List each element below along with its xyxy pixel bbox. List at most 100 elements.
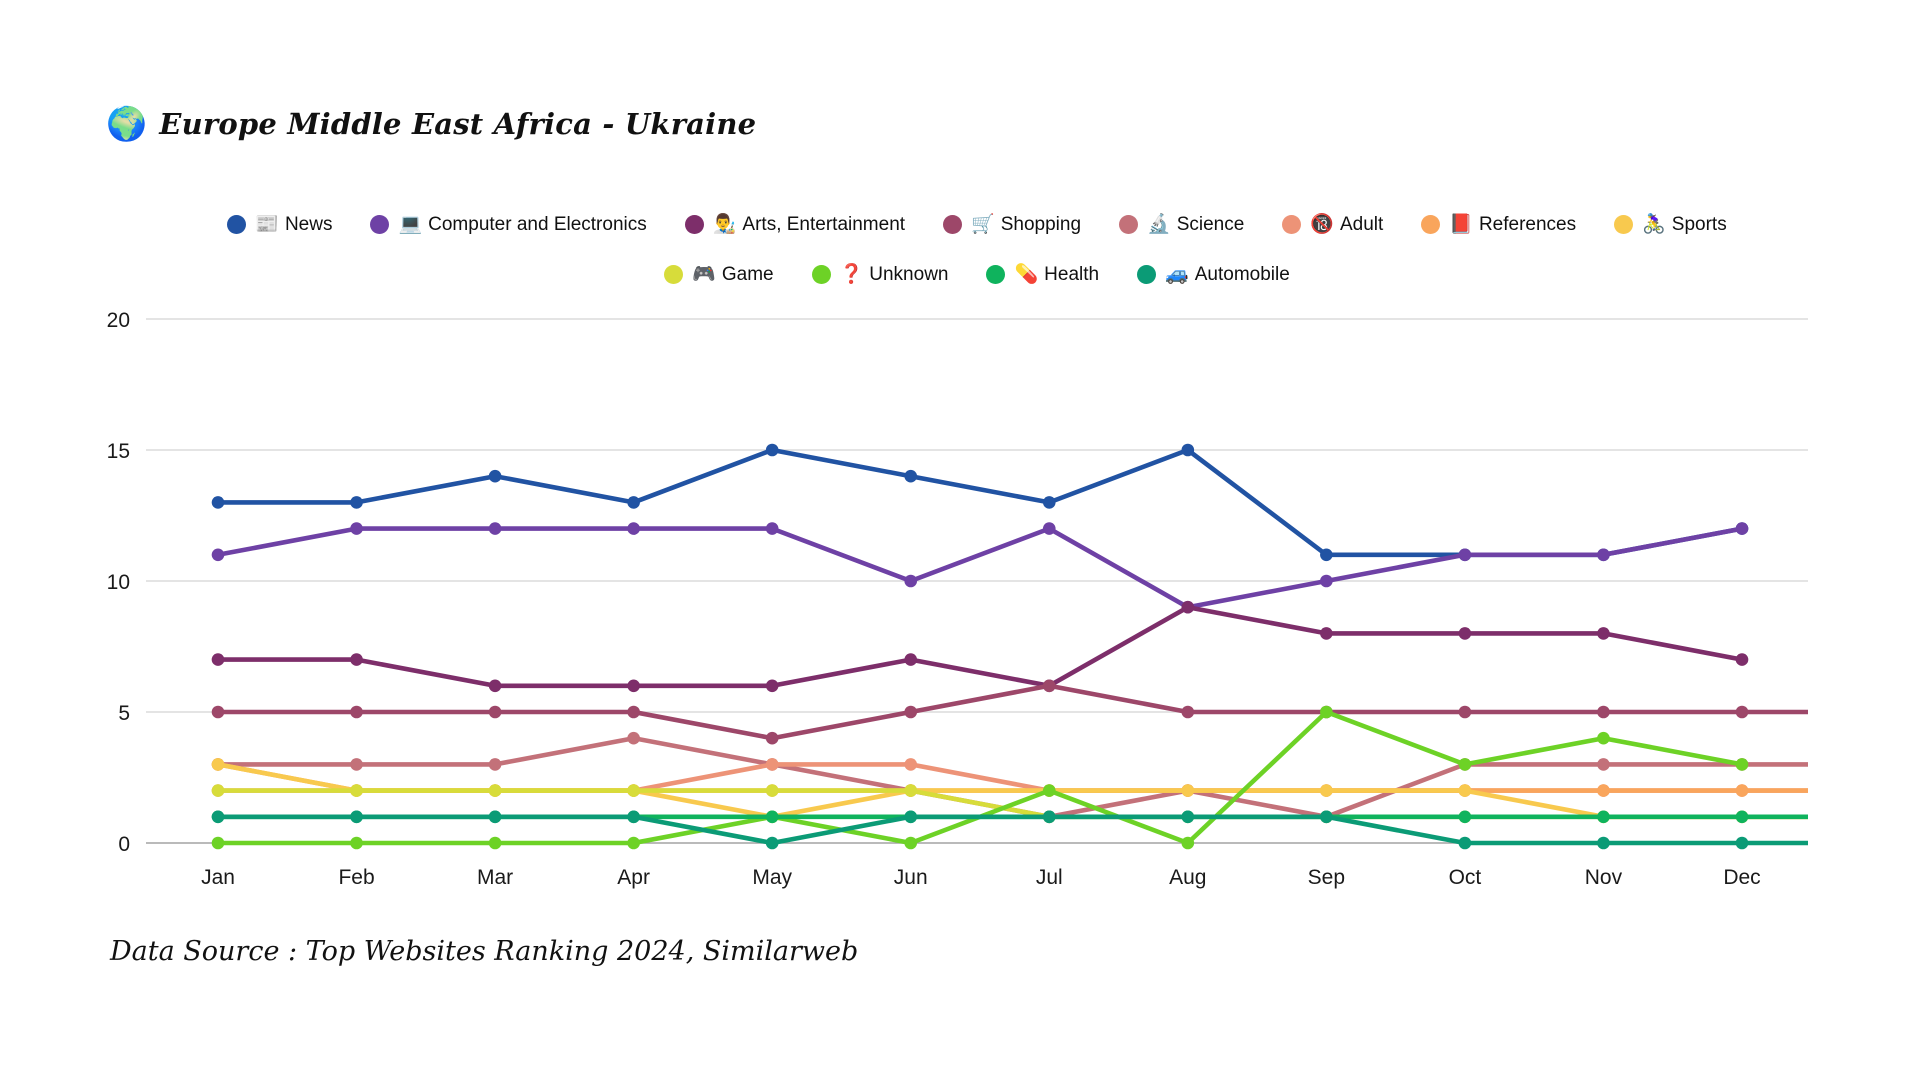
data-point-arts-entertainment-nov[interactable] <box>1597 627 1610 640</box>
data-point-computer-and-electronics-nov[interactable] <box>1597 548 1610 562</box>
data-point-adult-jun[interactable] <box>904 758 918 771</box>
data-point-automobile-mar[interactable] <box>488 810 502 824</box>
legend-item-arts-entertainment[interactable]: 👨‍🎨 Arts, Entertainment <box>684 214 905 234</box>
data-point-game-apr[interactable] <box>627 784 640 797</box>
data-point-shopping-jan[interactable] <box>211 705 225 719</box>
data-point-game-may[interactable] <box>765 784 779 797</box>
data-point-game-mar[interactable] <box>488 784 502 797</box>
data-point-unknown-feb[interactable] <box>350 836 363 850</box>
data-point-automobile-jan[interactable] <box>211 810 225 824</box>
data-point-news-jun[interactable] <box>904 469 918 483</box>
legend-item-shopping[interactable]: 🛒 Shopping <box>943 214 1081 234</box>
legend-item-game[interactable]: 🎮 Game <box>664 264 774 284</box>
data-point-news-sep[interactable] <box>1320 548 1333 562</box>
data-point-unknown-jan[interactable] <box>211 836 225 850</box>
data-point-automobile-sep[interactable] <box>1320 810 1333 824</box>
data-point-sports-jan[interactable] <box>211 758 225 771</box>
data-point-health-dec[interactable] <box>1735 810 1749 824</box>
data-point-science-feb[interactable] <box>350 758 363 771</box>
data-point-computer-and-electronics-oct[interactable] <box>1458 548 1472 562</box>
data-point-computer-and-electronics-jan[interactable] <box>211 548 225 562</box>
data-point-computer-and-electronics-mar[interactable] <box>488 522 502 535</box>
data-point-game-feb[interactable] <box>350 784 363 797</box>
data-point-computer-and-electronics-apr[interactable] <box>627 522 640 535</box>
data-point-unknown-jun[interactable] <box>904 836 918 850</box>
data-point-unknown-jul[interactable] <box>1042 784 1056 797</box>
data-point-computer-and-electronics-feb[interactable] <box>350 522 363 535</box>
data-point-news-apr[interactable] <box>627 496 640 509</box>
data-point-references-dec[interactable] <box>1735 784 1749 797</box>
data-point-arts-entertainment-aug[interactable] <box>1181 600 1195 614</box>
data-point-sports-sep[interactable] <box>1320 784 1333 797</box>
legend-item-health[interactable]: 💊 Health <box>986 264 1099 284</box>
data-point-adult-may[interactable] <box>765 758 779 771</box>
data-point-health-oct[interactable] <box>1458 810 1472 824</box>
data-point-references-nov[interactable] <box>1597 784 1610 797</box>
legend-item-unknown[interactable]: ❓ Unknown <box>811 264 948 284</box>
legend-item-science[interactable]: 🔬 Science <box>1119 214 1244 234</box>
data-point-shopping-feb[interactable] <box>350 705 363 719</box>
legend-item-adult[interactable]: 🔞 Adult <box>1282 214 1383 234</box>
data-point-game-jan[interactable] <box>211 784 225 797</box>
legend-item-sports[interactable]: 🚴‍♀️ Sports <box>1614 214 1727 234</box>
data-point-arts-entertainment-jan[interactable] <box>211 653 225 666</box>
data-point-automobile-jun[interactable] <box>904 810 918 824</box>
x-tick-label: Feb <box>338 866 374 889</box>
data-point-shopping-jun[interactable] <box>904 705 918 719</box>
data-point-computer-and-electronics-sep[interactable] <box>1320 574 1333 588</box>
data-point-game-jun[interactable] <box>904 784 918 797</box>
data-point-computer-and-electronics-dec[interactable] <box>1735 522 1749 535</box>
data-point-automobile-jul[interactable] <box>1042 810 1056 824</box>
data-point-computer-and-electronics-may[interactable] <box>765 522 779 535</box>
data-point-automobile-nov[interactable] <box>1597 836 1610 850</box>
legend-item-references[interactable]: 📕 References <box>1421 214 1576 234</box>
data-point-automobile-aug[interactable] <box>1181 810 1195 824</box>
data-point-unknown-oct[interactable] <box>1458 758 1472 771</box>
data-point-sports-aug[interactable] <box>1181 784 1195 797</box>
legend-item-news[interactable]: 📰 News <box>227 214 332 234</box>
data-point-arts-entertainment-oct[interactable] <box>1458 627 1472 640</box>
data-point-health-may[interactable] <box>765 810 779 824</box>
data-point-arts-entertainment-feb[interactable] <box>350 653 363 666</box>
data-point-unknown-nov[interactable] <box>1597 731 1610 745</box>
data-point-unknown-sep[interactable] <box>1320 705 1333 719</box>
data-point-automobile-dec[interactable] <box>1735 836 1749 850</box>
data-point-shopping-jul[interactable] <box>1042 679 1056 693</box>
data-point-unknown-mar[interactable] <box>488 836 502 850</box>
data-point-news-feb[interactable] <box>350 496 363 509</box>
legend-item-automobile[interactable]: 🚙 Automobile <box>1137 264 1290 284</box>
data-point-news-jan[interactable] <box>211 496 225 509</box>
data-point-science-nov[interactable] <box>1597 758 1610 771</box>
data-point-computer-and-electronics-jul[interactable] <box>1042 522 1056 535</box>
data-point-science-apr[interactable] <box>627 731 640 745</box>
data-point-shopping-nov[interactable] <box>1597 705 1610 719</box>
data-point-news-aug[interactable] <box>1181 443 1195 457</box>
data-point-sports-oct[interactable] <box>1458 784 1472 797</box>
data-point-shopping-apr[interactable] <box>627 705 640 719</box>
data-point-news-jul[interactable] <box>1042 496 1056 509</box>
data-point-arts-entertainment-apr[interactable] <box>627 679 640 693</box>
data-point-shopping-mar[interactable] <box>488 705 502 719</box>
data-point-shopping-oct[interactable] <box>1458 705 1472 719</box>
data-point-automobile-oct[interactable] <box>1458 836 1472 850</box>
data-point-news-may[interactable] <box>765 443 779 457</box>
data-point-arts-entertainment-sep[interactable] <box>1320 627 1333 640</box>
data-point-arts-entertainment-dec[interactable] <box>1735 653 1749 666</box>
data-point-arts-entertainment-may[interactable] <box>765 679 779 693</box>
data-point-news-mar[interactable] <box>488 469 502 483</box>
data-point-unknown-apr[interactable] <box>627 836 640 850</box>
data-point-automobile-feb[interactable] <box>350 810 363 824</box>
data-point-computer-and-electronics-jun[interactable] <box>904 574 918 588</box>
data-point-unknown-aug[interactable] <box>1181 836 1195 850</box>
data-point-shopping-dec[interactable] <box>1735 705 1749 719</box>
data-point-health-nov[interactable] <box>1597 810 1610 824</box>
data-point-science-mar[interactable] <box>488 758 502 771</box>
data-point-shopping-aug[interactable] <box>1181 705 1195 719</box>
data-point-arts-entertainment-mar[interactable] <box>488 679 502 693</box>
data-point-unknown-dec[interactable] <box>1735 758 1749 771</box>
legend-item-computer-and-electronics[interactable]: 💻 Computer and Electronics <box>370 214 647 234</box>
data-point-arts-entertainment-jun[interactable] <box>904 653 918 666</box>
data-point-shopping-may[interactable] <box>765 731 779 745</box>
data-point-automobile-may[interactable] <box>765 836 779 850</box>
data-point-automobile-apr[interactable] <box>627 810 640 824</box>
